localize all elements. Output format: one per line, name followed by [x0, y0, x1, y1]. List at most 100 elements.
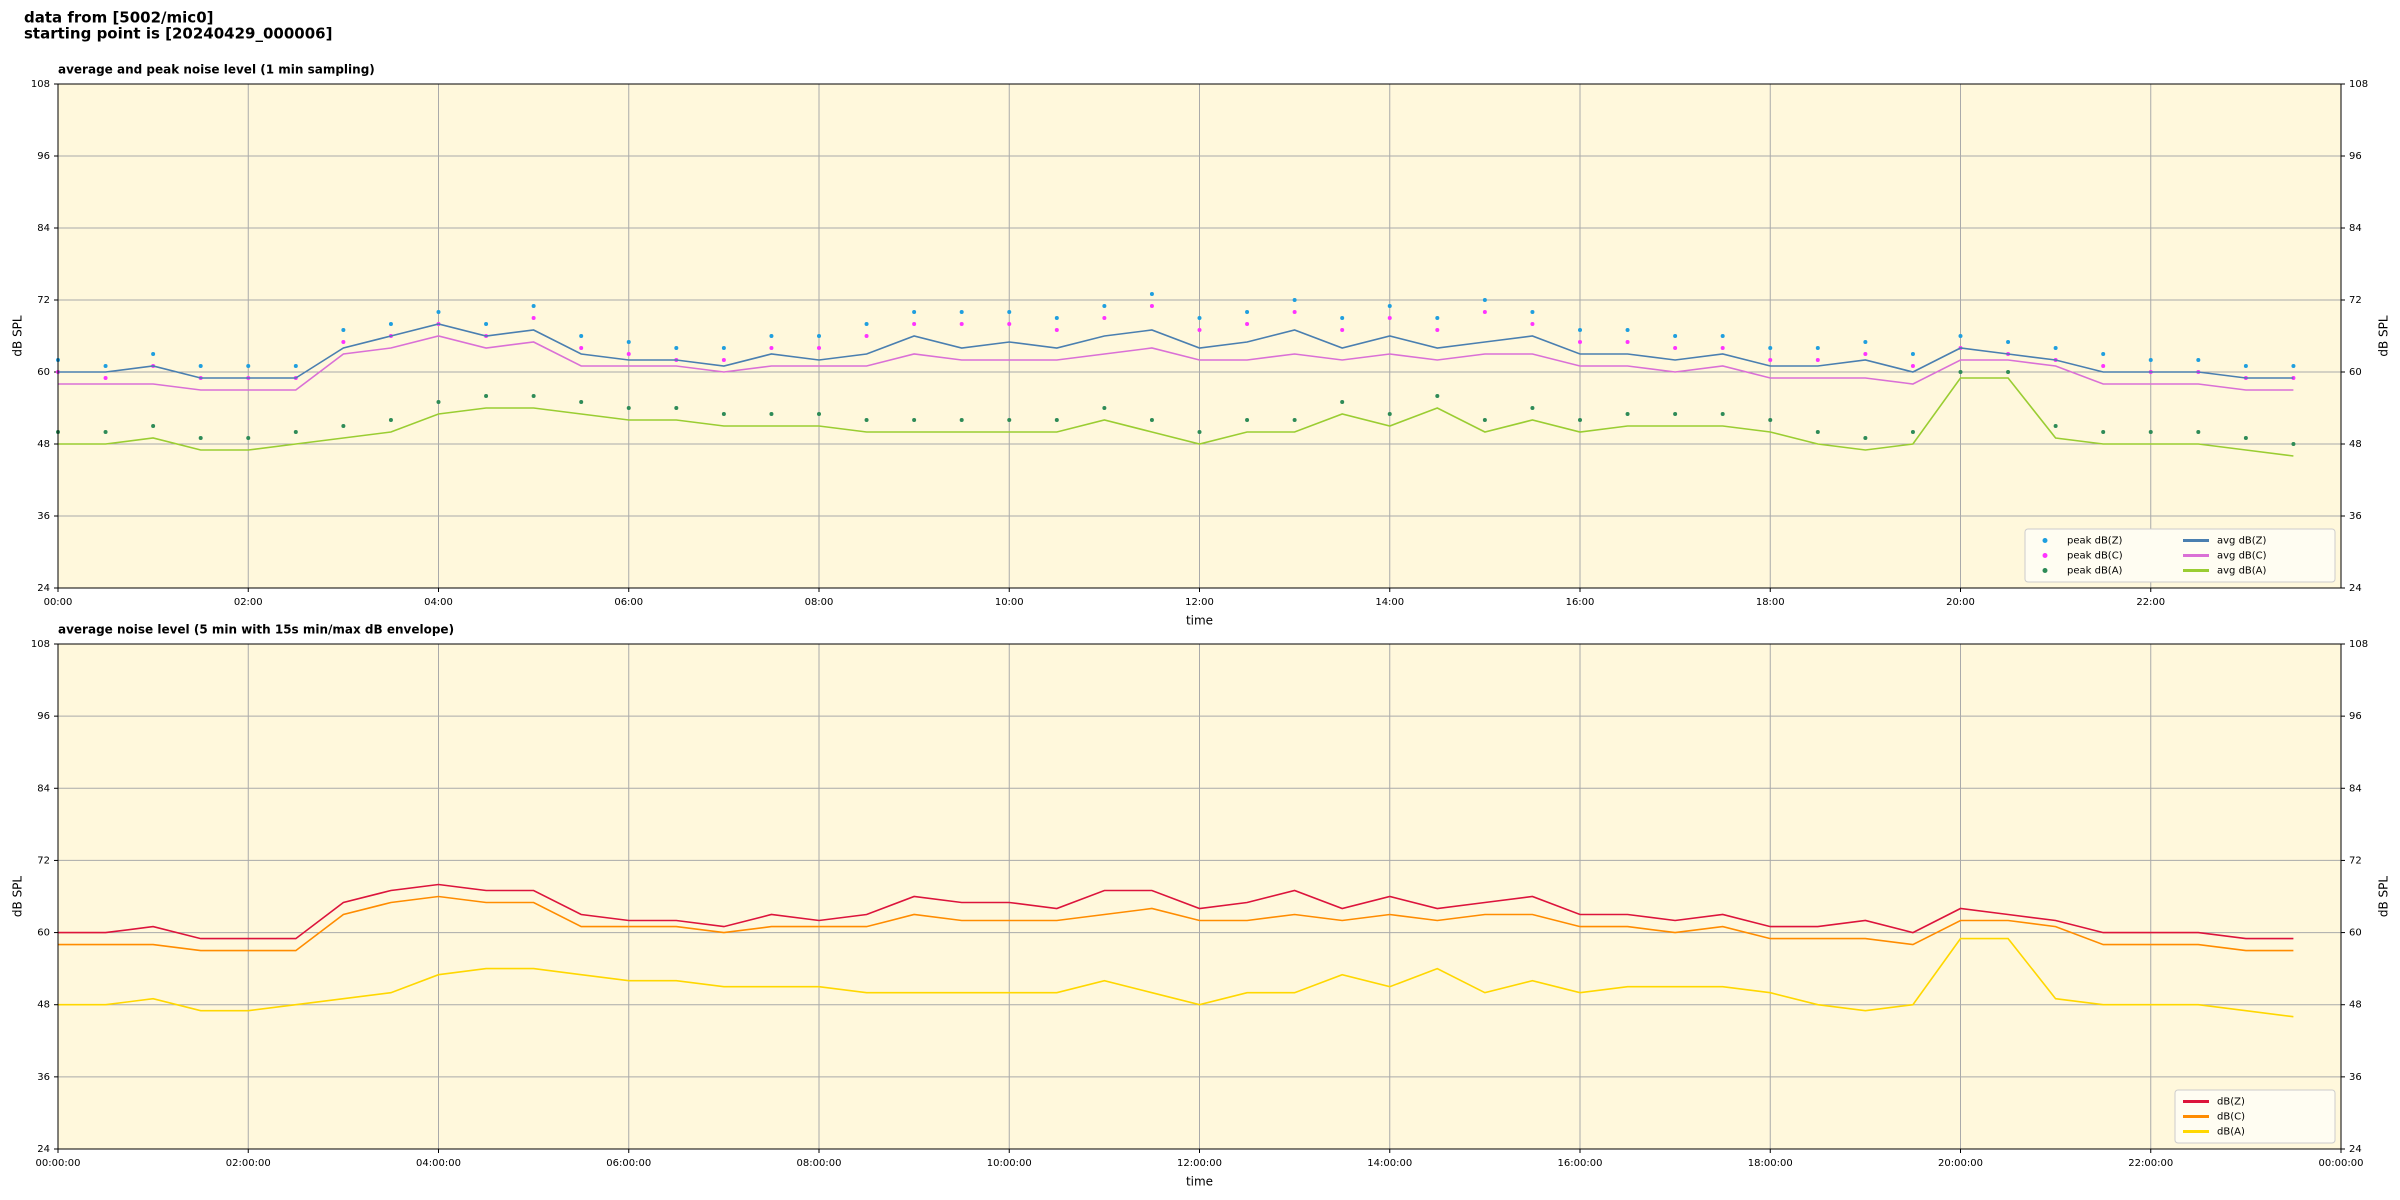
peak-point [864, 322, 869, 326]
peak-point [1578, 328, 1582, 332]
y-tick-label: 96 [2349, 711, 2362, 722]
y-tick-label: 72 [37, 855, 50, 866]
x-tick-label: 08:00:00 [797, 1158, 842, 1169]
peak-point [1768, 358, 1773, 362]
peak-point [1054, 316, 1059, 320]
peak-point [198, 436, 203, 440]
x-tick-label: 04:00:00 [416, 1158, 461, 1169]
y-tick-label: 60 [37, 367, 50, 378]
legend-label: avg dB(C) [2217, 551, 2267, 562]
x-tick-label: 18:00:00 [1748, 1158, 1793, 1169]
x-tick-label: 00:00:00 [36, 1158, 81, 1169]
peak-point [1435, 394, 1440, 398]
peak-point [1530, 310, 1535, 314]
peak-point [769, 412, 774, 416]
peak-point [1340, 328, 1345, 332]
peak-point [2291, 376, 2296, 380]
y-tick-label: 48 [37, 1000, 50, 1011]
legend-label: peak dB(A) [2067, 566, 2123, 577]
peak-point [1102, 316, 1107, 320]
y-tick-label: 72 [2349, 855, 2362, 866]
peak-point [2006, 370, 2011, 374]
x-tick-label: 16:00 [1566, 597, 1595, 608]
peak-point [864, 334, 869, 338]
header-line: data from [5002/mic0] [24, 9, 214, 27]
peak-point [293, 364, 298, 368]
peak-point [2243, 436, 2248, 440]
peak-point [1197, 328, 1202, 332]
peak-point [436, 310, 441, 314]
x-tick-label: 02:00 [234, 597, 263, 608]
peak-point [1815, 346, 1820, 350]
peak-point [1149, 418, 1154, 422]
peak-point [103, 430, 108, 434]
peak-point [1673, 334, 1678, 338]
peak-point [531, 394, 536, 398]
peak-point [1910, 352, 1915, 356]
peak-point [1340, 316, 1345, 320]
peak-point [1102, 304, 1107, 308]
peak-point [579, 346, 584, 350]
peak-point [959, 322, 964, 326]
x-tick-label: 06:00 [614, 597, 643, 608]
peak-point [531, 316, 536, 320]
y-tick-label: 36 [2349, 1072, 2362, 1083]
legend-label: avg dB(A) [2217, 566, 2267, 577]
legend-box [2024, 528, 2336, 583]
series-line [58, 895, 2294, 952]
y-tick-label: 24 [37, 583, 50, 594]
peak-point [1958, 370, 1963, 374]
series-line [58, 937, 2294, 1018]
y-axis-label: dB SPL [11, 876, 25, 918]
x-tick-label: 20:00:00 [1938, 1158, 1983, 1169]
peak-point [2053, 424, 2058, 428]
peak-point [1245, 310, 1250, 314]
y-tick-label: 84 [37, 223, 50, 234]
peak-point [1435, 316, 1440, 320]
peak-point [1625, 340, 1630, 344]
peak-point [1197, 316, 1202, 320]
peak-point [817, 334, 821, 338]
y-tick-label: 96 [2349, 151, 2362, 162]
peak-point [1292, 310, 1297, 314]
peak-point [1007, 418, 1012, 422]
legend-marker [2042, 553, 2048, 558]
peak-point [103, 364, 108, 368]
peak-point [1387, 304, 1392, 308]
y-tick-label: 36 [37, 1072, 50, 1083]
legend-box [2174, 1089, 2336, 1144]
peak-point [1768, 346, 1773, 350]
peak-point [1578, 340, 1582, 344]
peak-point [2291, 442, 2296, 446]
y-tick-label: 24 [2349, 1144, 2362, 1155]
legend-label: peak dB(C) [2067, 551, 2123, 562]
peak-point [864, 418, 869, 422]
peak-point [959, 418, 964, 422]
x-axis-label: time [1186, 614, 1213, 628]
x-tick-label: 12:00 [1185, 597, 1214, 608]
x-tick-label: 16:00:00 [1558, 1158, 1603, 1169]
peak-point [721, 358, 726, 362]
x-tick-label: 00:00 [44, 597, 73, 608]
y-tick-label: 60 [2349, 928, 2362, 939]
peak-point [484, 322, 489, 326]
x-tick-label: 18:00 [1756, 597, 1785, 608]
peak-point [2101, 430, 2106, 434]
peak-point [2148, 430, 2153, 434]
peak-point [388, 418, 393, 422]
legend-label: peak dB(Z) [2067, 536, 2123, 547]
peak-point [1720, 334, 1725, 338]
peak-point [1149, 304, 1154, 308]
x-tick-label: 10:00:00 [987, 1158, 1032, 1169]
peak-point [1910, 430, 1915, 434]
peak-point [1245, 418, 1250, 422]
peak-point [388, 322, 393, 326]
legend-label: avg dB(Z) [2217, 536, 2267, 547]
y-tick-label: 24 [37, 1144, 50, 1155]
x-tick-label: 10:00 [995, 597, 1024, 608]
peak-point [1720, 412, 1725, 416]
peak-point [1292, 418, 1297, 422]
peak-point [1387, 412, 1392, 416]
y-tick-label: 108 [2349, 639, 2368, 650]
peak-point [626, 352, 631, 356]
